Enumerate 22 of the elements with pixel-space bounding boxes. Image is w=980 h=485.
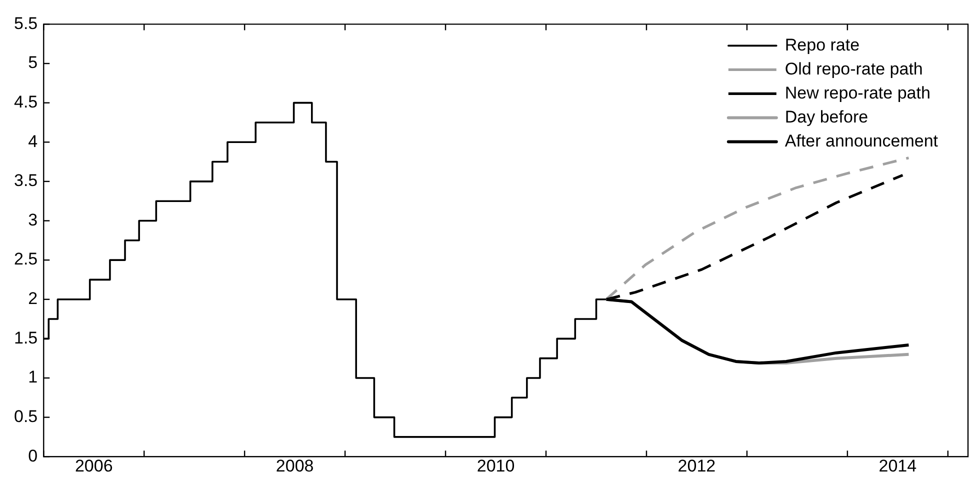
legend-label: After announcement (784, 131, 938, 150)
y-tick-label: 0.5 (14, 406, 38, 426)
y-tick-label: 2 (28, 289, 38, 308)
legend-label: Old repo-rate path (784, 59, 923, 78)
y-tick-label: 1 (28, 368, 38, 387)
legend-label: Repo rate (784, 35, 860, 54)
x-tick-label: 2008 (276, 456, 314, 476)
y-tick-label: 3.5 (14, 171, 38, 190)
y-tick-label: 1.5 (14, 328, 38, 348)
y-tick-label: 4.5 (14, 92, 38, 112)
y-tick-label: 2.5 (14, 250, 38, 269)
y-tick-label: 0 (28, 446, 38, 466)
x-tick-label: 2014 (878, 456, 917, 476)
x-tick-label: 2012 (678, 456, 716, 476)
legend-label: Day before (784, 107, 868, 126)
legend-label: New repo-rate path (784, 83, 930, 102)
x-tick-label: 2010 (476, 456, 515, 476)
y-tick-label: 4 (28, 132, 38, 151)
y-tick-label: 5 (28, 53, 38, 72)
y-tick-label: 3 (28, 210, 38, 230)
y-tick-label: 5.5 (14, 14, 38, 33)
x-tick-label: 2006 (74, 456, 113, 476)
